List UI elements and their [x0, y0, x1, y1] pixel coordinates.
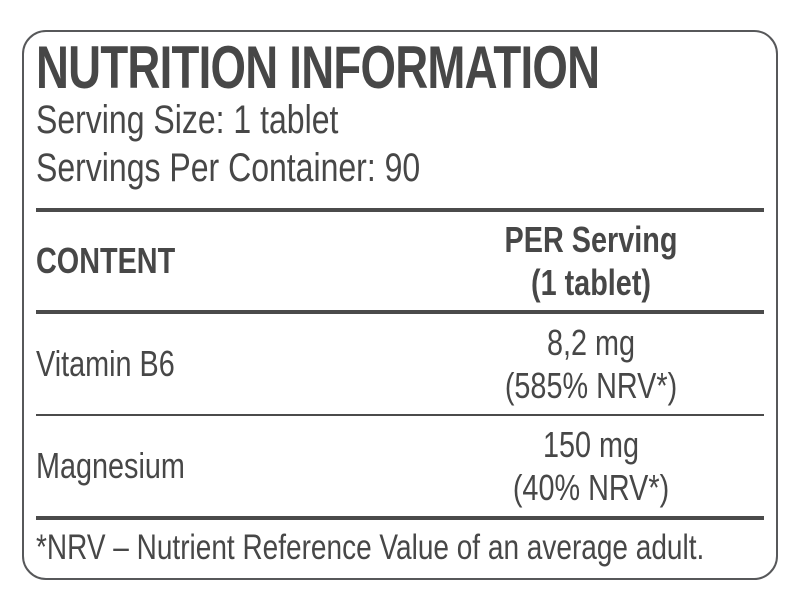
servings-per-container-text: Servings Per Container: 90 — [36, 146, 421, 190]
table-row-vitamin-b6: Vitamin B6 8,2 mg (585% NRV*) — [24, 314, 776, 414]
table-header-row: CONTENT PER Serving (1 tablet) — [24, 212, 776, 310]
label-intro-section: NUTRITION INFORMATION Serving Size: 1 ta… — [24, 32, 776, 208]
nutrient-value: 150 mg (40% NRV*) — [418, 423, 764, 509]
table-row-magnesium: Magnesium 150 mg (40% NRV*) — [24, 416, 776, 516]
per-serving-line2: (1 tablet) — [530, 262, 651, 303]
nutrient-nrv: (585% NRV*) — [504, 365, 678, 406]
label-title: NUTRITION INFORMATION — [36, 32, 764, 101]
divider-top-thick — [36, 208, 764, 212]
nutrient-amount: 8,2 mg — [546, 322, 636, 363]
footnote: *NRV – Nutrient Reference Value of an av… — [36, 528, 800, 568]
nutrient-nrv: (40% NRV*) — [512, 467, 670, 508]
nutrient-name: Magnesium — [36, 445, 185, 486]
footnote-section: *NRV – Nutrient Reference Value of an av… — [24, 520, 776, 576]
nutrient-amount: 150 mg — [542, 424, 640, 465]
nutrient-name: Vitamin B6 — [36, 343, 175, 384]
divider-footnote-thick — [36, 516, 764, 520]
nutrition-label-panel: NUTRITION INFORMATION Serving Size: 1 ta… — [22, 30, 778, 580]
per-serving-line1: PER Serving — [504, 219, 678, 260]
footnote-text: *NRV – Nutrient Reference Value of an av… — [36, 528, 705, 567]
label-title-text: NUTRITION INFORMATION — [36, 34, 600, 101]
servings-per-container-line: Servings Per Container: 90 — [36, 144, 764, 192]
serving-size-text: Serving Size: 1 tablet — [36, 98, 339, 142]
column-header-content: CONTENT — [36, 240, 176, 281]
nutrient-value: 8,2 mg (585% NRV*) — [418, 321, 764, 407]
divider-row-thin — [36, 414, 764, 416]
divider-header-bottom-thick — [36, 310, 764, 314]
column-header-per-serving: PER Serving (1 tablet) — [418, 218, 764, 304]
serving-size-line: Serving Size: 1 tablet — [36, 96, 764, 144]
